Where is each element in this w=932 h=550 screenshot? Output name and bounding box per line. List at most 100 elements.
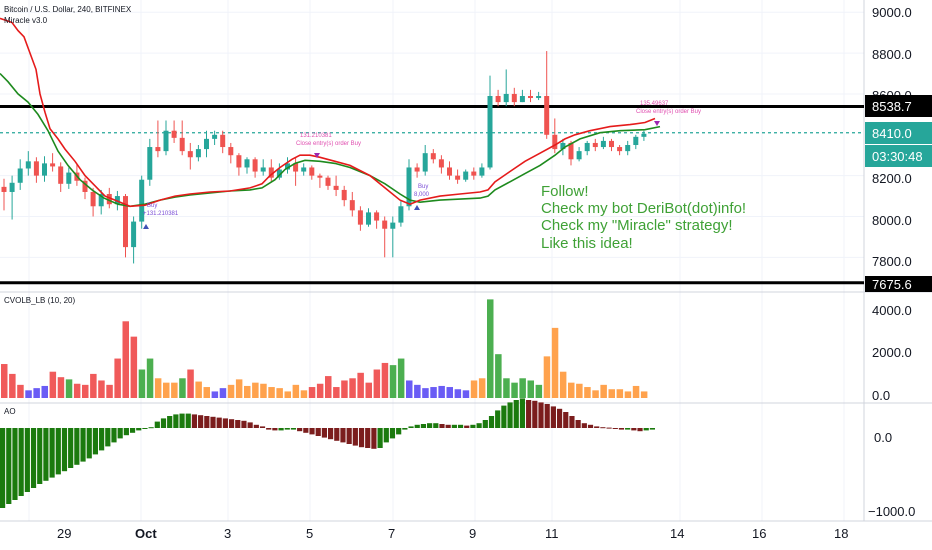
ao-bar-99 (612, 428, 618, 429)
volume-bar-32 (260, 383, 267, 398)
volume-axis[interactable]: 4000.0 2000.0 0.0 (872, 303, 912, 403)
candle-body-50 (406, 167, 412, 207)
upper-level-tag: 8538.7 (872, 99, 912, 114)
candle-body-6 (50, 163, 56, 167)
ao-bar-37 (228, 419, 235, 428)
volume-tick-2000: 2000.0 (872, 345, 912, 360)
candle-body-78 (633, 136, 639, 145)
ao-bar-54 (334, 428, 340, 441)
price-axis[interactable]: 9000.0 8800.0 8600.0 8200.0 8000.0 7800.… (865, 5, 932, 292)
volume-bar-29 (235, 379, 243, 398)
candle-body-42 (341, 189, 347, 201)
candle-body-1 (9, 182, 15, 192)
ao-bar-72 (445, 424, 451, 428)
candle-body-22 (179, 137, 185, 152)
grid (0, 0, 932, 522)
ao-bar-40 (247, 422, 253, 428)
ao-bar-6 (37, 428, 43, 484)
volume-bar-73 (592, 390, 599, 398)
ao-bar-58 (358, 428, 365, 448)
volume-bar-60 (487, 299, 494, 398)
volume-bar-78 (632, 385, 640, 398)
ao-bar-53 (328, 428, 334, 440)
time-label-oct: Oct (135, 526, 157, 541)
ao-bar-88 (544, 404, 550, 428)
ao-bar-33 (204, 416, 210, 428)
ao-bar-24 (148, 427, 154, 429)
candle-body-79 (641, 133, 647, 137)
ao-bar-97 (600, 427, 606, 429)
candle-body-61 (495, 95, 501, 103)
volume-bar-38 (308, 387, 316, 398)
candle-body-37 (301, 167, 307, 172)
volume-bar-8 (65, 379, 73, 398)
price-pane[interactable]: Buy +131.210381 131.210381 Close entry(s) o… (0, 17, 864, 285)
ao-bar-62 (383, 428, 389, 443)
ao-bar-71 (439, 424, 445, 428)
volume-bar-35 (284, 391, 291, 398)
volume-bar-13 (106, 384, 113, 398)
ao-bar-94 (581, 423, 587, 428)
candle-body-30 (244, 159, 250, 168)
volume-bar-25 (203, 387, 210, 398)
indicator-legend[interactable]: Miracle v3.0 (4, 16, 48, 25)
candle-body-26 (212, 134, 218, 139)
volume-bar-67 (543, 356, 551, 398)
volume-bar-75 (608, 389, 615, 398)
ao-bar-95 (587, 424, 594, 428)
ao-bar-17 (105, 428, 111, 447)
time-label-16: 16 (752, 526, 766, 541)
ao-bar-79 (488, 416, 495, 428)
ao-bar-76 (470, 424, 476, 428)
volume-bar-57 (462, 390, 470, 398)
ao-bar-59 (365, 428, 371, 448)
volume-bar-23 (187, 369, 194, 398)
volume-bar-66 (535, 384, 543, 398)
ao-bar-75 (464, 425, 470, 428)
volume-bar-55 (446, 387, 453, 398)
volume-tick-4000: 4000.0 (872, 303, 912, 318)
signal-label-1: 131.210381 (300, 133, 332, 139)
candle-body-0 (1, 186, 7, 192)
candle-body-2 (17, 168, 23, 183)
ao-bar-49 (303, 428, 309, 433)
volume-bar-79 (640, 391, 648, 398)
ao-bar-0 (0, 428, 6, 508)
volume-bar-48 (389, 365, 397, 398)
ao-bar-15 (92, 428, 99, 455)
volume-bar-19 (154, 378, 162, 398)
ao-bar-27 (167, 416, 173, 428)
ao-bar-19 (117, 428, 123, 439)
candle-body-8 (66, 172, 72, 184)
candle-body-47 (382, 220, 388, 229)
ao-legend[interactable]: AO (4, 407, 16, 416)
price-tick-7800: 7800.0 (872, 254, 912, 269)
candle-body-15 (123, 196, 128, 248)
candle-body-76 (617, 147, 623, 152)
candle-body-32 (260, 167, 266, 172)
ao-axis[interactable]: 0.0 −1000.0 (868, 430, 915, 519)
volume-bar-51 (414, 384, 421, 398)
ao-bar-101 (625, 428, 631, 430)
candle-body-69 (560, 142, 566, 150)
volume-bar-15 (122, 321, 129, 398)
symbol-legend[interactable]: Bitcoin / U.S. Dollar, 240, BITFINEX (4, 5, 132, 14)
volume-legend[interactable]: CVOLB_LB (10, 20) (4, 296, 75, 305)
ao-bar-104 (643, 428, 649, 431)
time-axis[interactable]: 29 Oct 3 5 7 9 11 14 16 18 (57, 526, 848, 541)
volume-bar-7 (57, 377, 65, 398)
ao-pane (0, 398, 655, 508)
upper-level-tag-bg (865, 95, 932, 117)
candle-body-71 (576, 151, 582, 160)
candle-body-67 (544, 95, 550, 135)
ao-bar-85 (526, 400, 532, 428)
ao-bar-96 (594, 426, 600, 428)
ao-bar-18 (111, 428, 117, 443)
ao-bar-61 (377, 428, 383, 448)
volume-bar-34 (276, 388, 283, 398)
candle-body-38 (309, 167, 315, 176)
candle-body-74 (600, 140, 606, 148)
last-price-tag-bg (865, 122, 932, 144)
candle-body-65 (528, 95, 533, 99)
